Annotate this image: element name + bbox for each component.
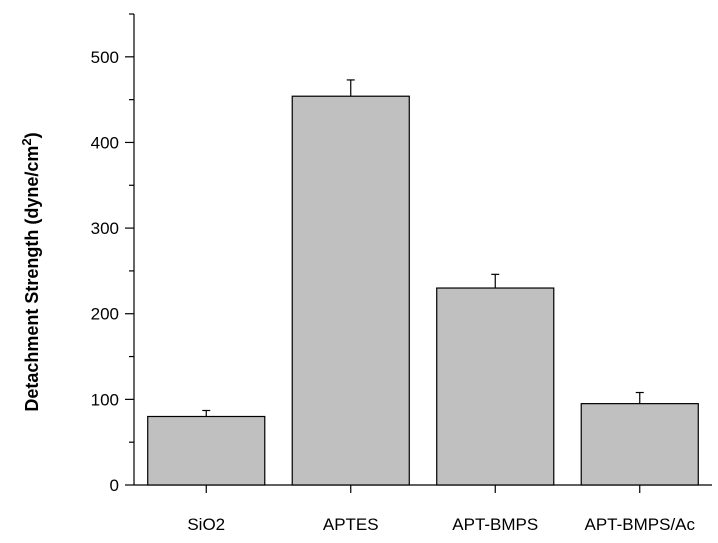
y-tick-label: 200 xyxy=(91,305,119,324)
bar-sio2 xyxy=(147,415,266,486)
y-tick-label: 400 xyxy=(91,133,119,152)
y-axis-title-suffix: ) xyxy=(22,132,42,138)
bars xyxy=(147,95,699,486)
y-tick-label: 500 xyxy=(91,48,119,67)
y-axis-title-main: Detachment Strength (dyne/cm xyxy=(22,146,42,412)
y-axis: 0 100 200 300 400 500 xyxy=(91,13,135,495)
y-tick-label: 300 xyxy=(91,219,119,238)
x-tick-label: APT-BMPS/Ac xyxy=(584,515,695,534)
y-tick-label: 100 xyxy=(91,390,119,409)
bar-apt-bmps xyxy=(436,287,555,486)
bar-apt-bmps-ac xyxy=(580,403,699,486)
x-tick-label: SiO2 xyxy=(187,515,225,534)
y-axis-title-superscript: 2 xyxy=(19,138,34,145)
x-tick-label: APT-BMPS xyxy=(452,515,538,534)
category-labels: SiO2 APTES APT-BMPS APT-BMPS/Ac xyxy=(187,515,695,534)
error-bars xyxy=(202,79,644,417)
x-tick-label: APTES xyxy=(323,515,379,534)
bar-aptes xyxy=(291,95,410,486)
x-axis xyxy=(134,484,712,493)
y-tick-label: 0 xyxy=(110,476,119,495)
y-axis-title: Detachment Strength (dyne/cm2) xyxy=(19,132,42,411)
